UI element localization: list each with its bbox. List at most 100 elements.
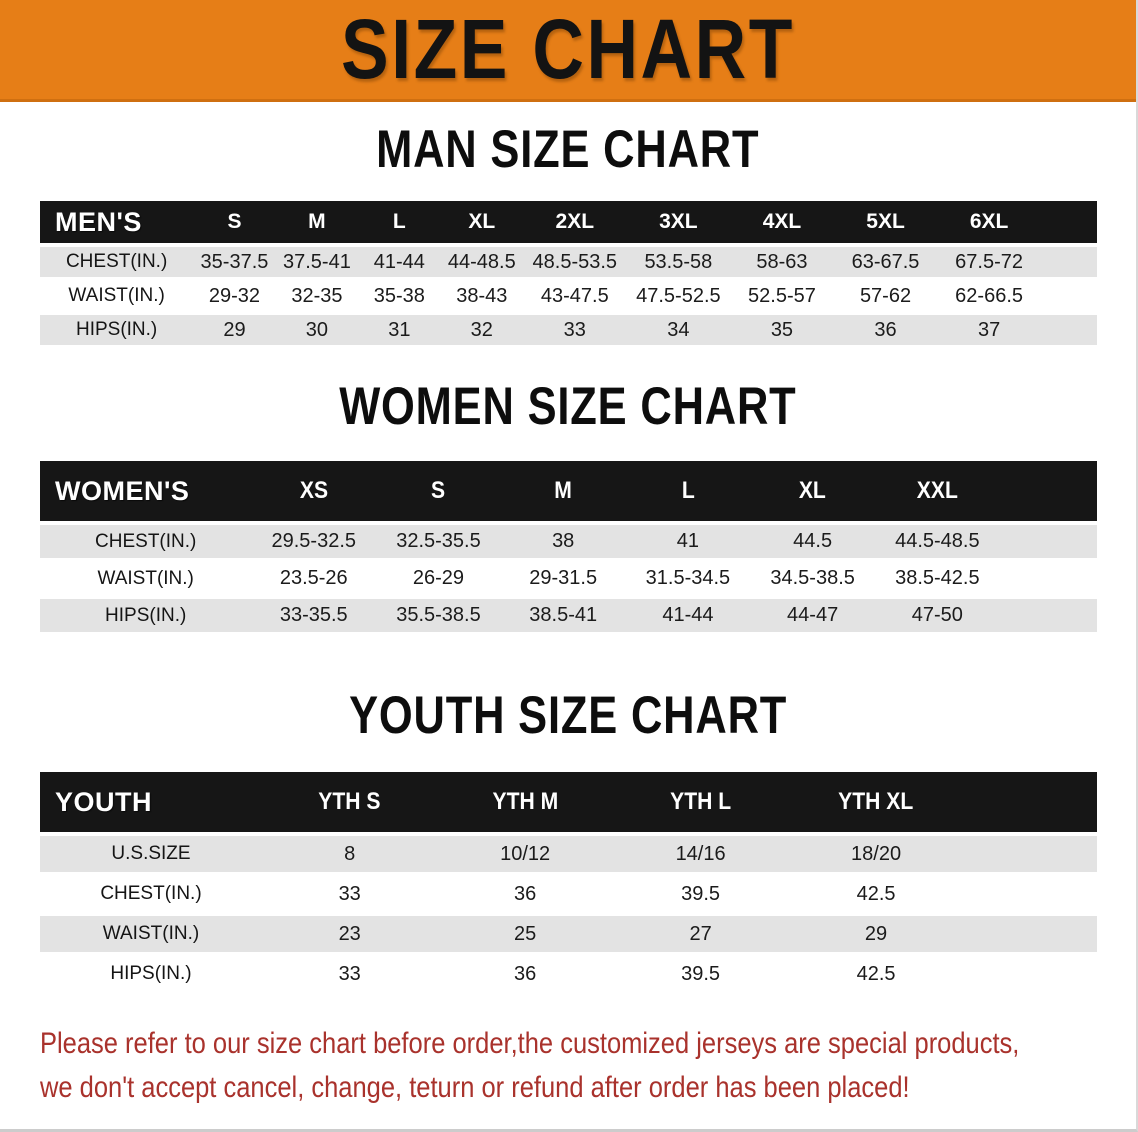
size-value: 44.5: [793, 530, 833, 552]
note-line-1: Please refer to our size chart before or…: [40, 1027, 1020, 1060]
measure-row: CHEST(IN.) 33 36 39.5 42.5: [40, 874, 1097, 914]
size-value: 29.5-32.5: [271, 530, 356, 552]
youth-size-section: YOUTH SIZE CHART YOUTH YTH S YTH M YTH L YTH…: [0, 686, 1136, 996]
spacer-cell: [1041, 201, 1097, 245]
men-size-section: MAN SIZE CHART MEN'S S M L XL 2XL 3XL 4XL 5XL 6XL…: [0, 120, 1136, 349]
spacer-cell: [964, 772, 1097, 834]
column-header: S: [193, 201, 275, 245]
column-header: M: [501, 461, 626, 523]
youth-size-table: YOUTH YTH S YTH M YTH L YTH XL U.S.SIZE 8 10/12…: [40, 772, 1097, 996]
column-header: 4XL: [730, 201, 834, 245]
column-header: 2XL: [523, 201, 627, 245]
size-value: 41-44: [662, 604, 714, 626]
size-value: 42.5: [856, 962, 896, 985]
size-value: 39.5: [681, 882, 721, 905]
column-header-label: XL: [468, 210, 496, 233]
spacer-cell: [1041, 279, 1097, 313]
column-header: YTH M: [437, 772, 612, 834]
size-value: 44-48.5: [447, 250, 516, 273]
column-header-label: YTH S: [318, 788, 381, 815]
size-value: 8: [344, 842, 356, 865]
column-header-label: YTH L: [670, 788, 732, 815]
size-value: 34: [667, 318, 690, 341]
column-header-label: 5XL: [866, 210, 905, 233]
spacer-cell: [1000, 461, 1097, 523]
row-label: WAIST(IN.): [102, 923, 200, 944]
size-value: 67.5-72: [955, 250, 1024, 273]
column-header: M: [276, 201, 358, 245]
column-header-label: M: [308, 210, 326, 233]
measure-row: HIPS(IN.) 33 36 39.5 42.5: [40, 954, 1097, 994]
column-header: XS: [251, 461, 376, 523]
column-header-label: L: [681, 477, 695, 504]
measure-row: WAIST(IN.) 23 25 27 29: [40, 914, 1097, 954]
size-value: 29-32: [208, 284, 261, 307]
size-value: 29: [864, 922, 888, 945]
size-value: 35-37.5: [200, 250, 269, 273]
header-row: MEN'S S M L XL 2XL 3XL 4XL 5XL 6XL: [40, 201, 1097, 245]
size-value: 36: [514, 962, 537, 985]
size-value: 41: [676, 530, 700, 552]
column-header: YTH XL: [788, 772, 963, 834]
row-label: WAIST(IN.): [97, 567, 194, 589]
size-value: 62-66.5: [955, 284, 1024, 307]
table-corner-label: YOUTH: [55, 786, 152, 817]
column-header-label: 6XL: [969, 210, 1009, 233]
women-section-heading-text: WOMEN SIZE CHART: [339, 377, 797, 436]
measure-row: WAIST(IN.) 23.5-26 26-29 29-31.5 31.5-34.5 34…: [40, 560, 1097, 597]
row-label: CHEST(IN.): [100, 883, 202, 904]
size-value: 58-63: [756, 250, 808, 273]
column-header-label: S: [227, 210, 242, 233]
measure-row: HIPS(IN.) 33-35.5 35.5-38.5 38.5-41 41-44 44-…: [40, 597, 1097, 634]
size-value: 38.5-41: [529, 604, 598, 626]
table-corner-label: MEN'S: [55, 206, 142, 237]
size-value: 36: [514, 882, 537, 905]
spacer-cell: [1041, 313, 1097, 347]
size-value: 41-44: [373, 250, 425, 273]
row-label: HIPS(IN.): [75, 319, 158, 340]
column-header-label: XS: [299, 477, 328, 504]
size-value: 43-47.5: [540, 284, 609, 307]
column-header: XL: [750, 461, 875, 523]
size-value: 39.5: [681, 962, 721, 985]
spacer-cell: [1000, 523, 1097, 560]
size-value: 29-31.5: [529, 567, 598, 589]
column-header: S: [376, 461, 501, 523]
column-header: YTH L: [613, 772, 788, 834]
women-size-section: WOMEN SIZE CHART WOMEN'S XS S M L XL XXL CHEST(…: [0, 377, 1136, 636]
size-value: 34.5-38.5: [770, 567, 855, 589]
youth-section-heading-text: YOUTH SIZE CHART: [348, 686, 788, 745]
size-value: 18/20: [851, 842, 902, 865]
size-value: 57-62: [859, 284, 912, 307]
row-label: HIPS(IN.): [110, 963, 192, 984]
size-value: 31.5-34.5: [645, 567, 731, 589]
column-header-label: 3XL: [659, 210, 698, 233]
column-header-label: S: [431, 477, 446, 504]
column-header: 5XL: [834, 201, 938, 245]
column-header: XL: [441, 201, 523, 245]
note-line-2: we don't accept cancel, change, teturn o…: [40, 1071, 910, 1104]
size-value: 47.5-52.5: [636, 284, 721, 307]
table-corner-label: WOMEN'S: [55, 475, 190, 506]
size-value: 32.5-35.5: [396, 530, 481, 552]
measure-row: CHEST(IN.) 29.5-32.5 32.5-35.5 38 41 44.5 44.5…: [40, 523, 1097, 560]
header-row: YOUTH YTH S YTH M YTH L YTH XL: [40, 772, 1097, 834]
column-header: L: [626, 461, 751, 523]
size-value: 33: [338, 962, 361, 985]
size-value: 31: [388, 318, 411, 341]
header-row: WOMEN'S XS S M L XL XXL: [40, 461, 1097, 523]
size-value: 38-43: [456, 284, 508, 307]
size-value: 32: [470, 318, 493, 341]
row-label: WAIST(IN.): [68, 285, 165, 306]
size-value: 27: [689, 922, 712, 945]
women-size-table: WOMEN'S XS S M L XL XXL CHEST(IN.) 29.5-32.5 32.5…: [40, 461, 1097, 636]
spacer-cell: [964, 954, 1097, 994]
column-header-label: XXL: [916, 477, 958, 504]
column-header-label: XL: [799, 477, 827, 504]
size-value: 23.5-26: [279, 567, 348, 589]
men-section-heading-text: MAN SIZE CHART: [376, 120, 760, 179]
size-value: 29: [223, 318, 246, 341]
row-label: CHEST(IN.): [95, 530, 197, 552]
size-value: 35: [770, 318, 794, 341]
row-label: U.S.SIZE: [111, 843, 191, 864]
